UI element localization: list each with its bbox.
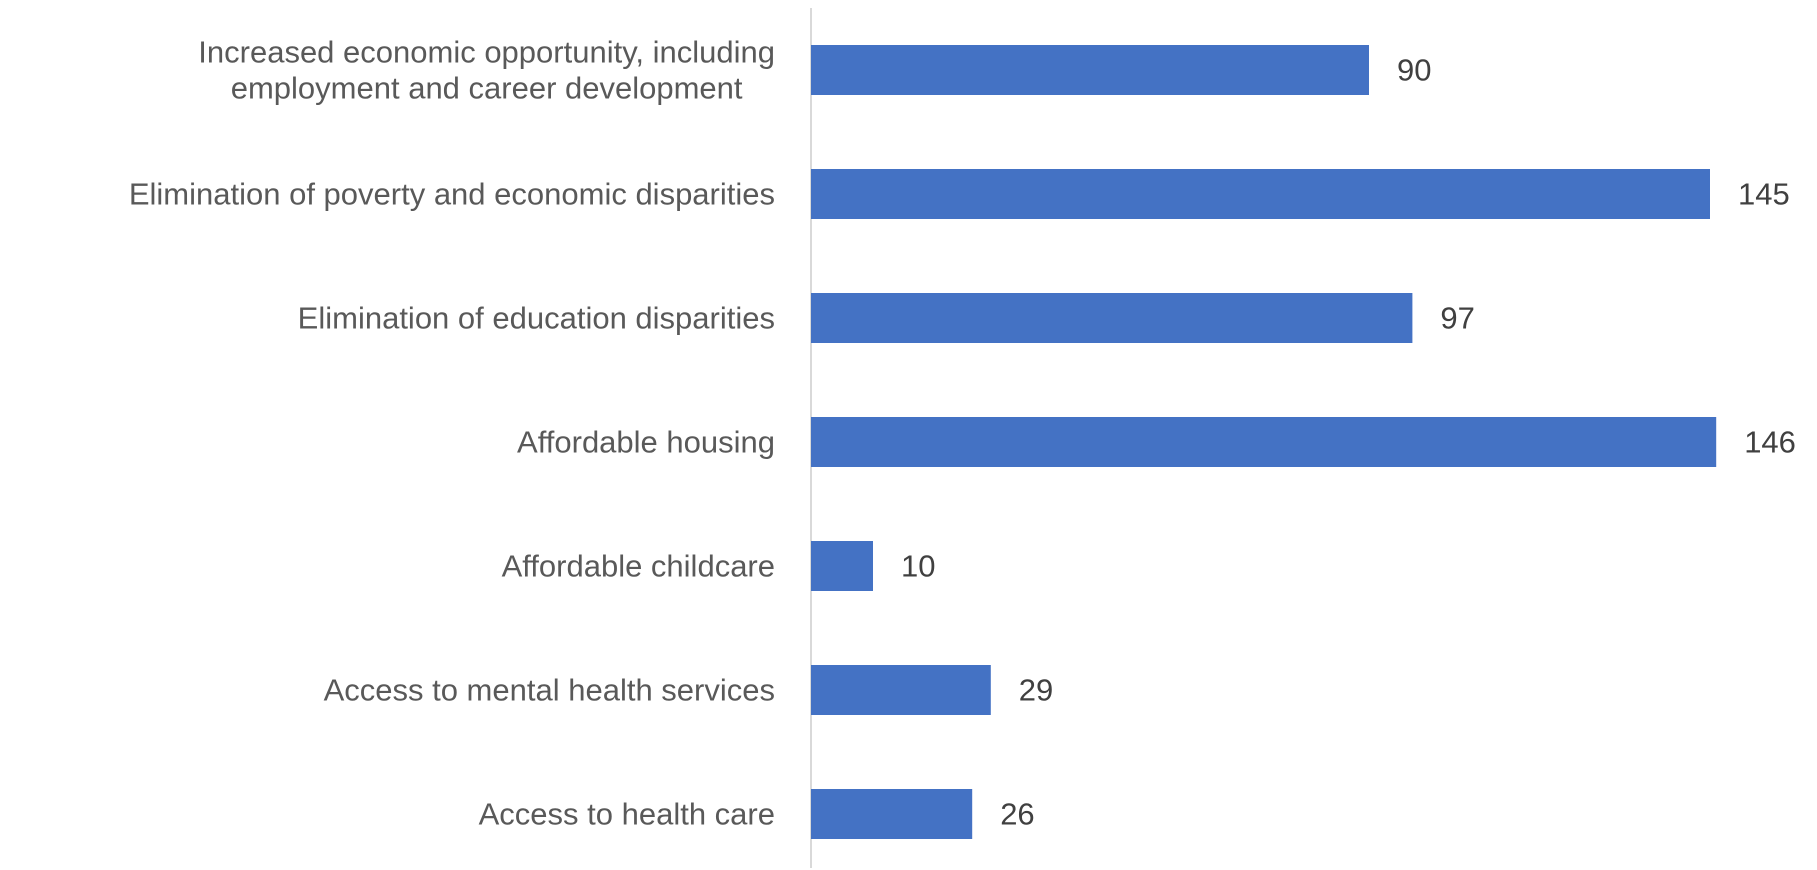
- bars-group: [811, 45, 1717, 839]
- category-labels-group: Increased economic opportunity, includin…: [129, 35, 775, 832]
- data-label-6: 26: [1000, 797, 1034, 832]
- category-label-6: Access to health care: [479, 797, 775, 832]
- category-label-1: Elimination of poverty and economic disp…: [129, 177, 775, 212]
- data-label-4: 10: [901, 549, 935, 584]
- category-label-line: employment and career development: [231, 71, 743, 106]
- category-label-0: Increased economic opportunity, includin…: [198, 35, 775, 106]
- bar-3: [811, 417, 1717, 467]
- category-label-line: Elimination of education disparities: [298, 301, 775, 336]
- bar-0: [811, 45, 1369, 95]
- data-label-0: 90: [1397, 53, 1431, 88]
- category-label-line: Affordable housing: [517, 425, 775, 460]
- bar-6: [811, 789, 973, 839]
- category-label-line: Elimination of poverty and economic disp…: [129, 177, 775, 212]
- data-label-3: 146: [1744, 425, 1796, 460]
- data-label-5: 29: [1019, 673, 1053, 708]
- category-label-4: Affordable childcare: [502, 549, 775, 584]
- category-label-line: Affordable childcare: [502, 549, 775, 584]
- category-label-3: Affordable housing: [517, 425, 775, 460]
- bar-5: [811, 665, 991, 715]
- category-label-line: Access to mental health services: [324, 673, 775, 708]
- category-label-2: Elimination of education disparities: [298, 301, 775, 336]
- data-labels-group: 90 145 97 146 10 29 26: [901, 53, 1796, 832]
- category-label-5: Access to mental health services: [324, 673, 775, 708]
- category-label-line: Access to health care: [479, 797, 775, 832]
- category-label-line: Increased economic opportunity, includin…: [198, 35, 775, 70]
- data-label-1: 145: [1738, 177, 1790, 212]
- bar-1: [811, 169, 1710, 219]
- bar-4: [811, 541, 873, 591]
- bar-2: [811, 293, 1413, 343]
- data-label-2: 97: [1440, 301, 1474, 336]
